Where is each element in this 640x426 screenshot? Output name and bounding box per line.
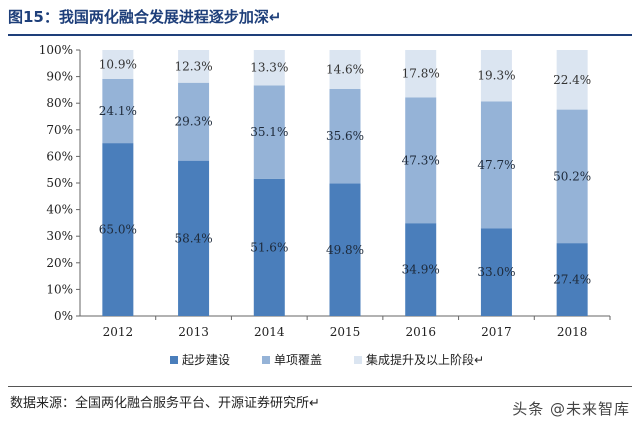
data-label: 12.3% [175,59,213,73]
y-tick-label: 50% [46,176,73,190]
bar-segment-3 [178,50,210,83]
data-label: 14.6% [326,62,364,76]
bar-segment-1 [253,178,285,316]
legend-label-3: 集成提升及以上阶段↵ [366,352,484,367]
chart-title: 图15：我国两化融合发展进程逐步加深↵ [8,8,282,26]
data-label: 35.6% [326,129,364,143]
data-label: 47.7% [477,158,515,172]
x-tick-label: 2017 [481,325,512,339]
bar-segment-2 [480,101,512,229]
x-tick-label: 2013 [178,325,209,339]
x-tick-label: 2015 [330,325,361,339]
data-label: 47.3% [402,153,440,167]
bar-segment-2 [102,78,134,144]
x-tick-label: 2018 [557,325,588,339]
stacked-bar-chart: 0% 10% 20% 30% 40% 50% 60% 70% 80% 90% 100% 65.0% 24… [39,43,611,367]
data-label: 10.9% [99,57,137,71]
data-label: 27.4% [553,273,591,287]
x-tick-label: 2012 [103,325,134,339]
bar-segment-2 [253,85,285,179]
data-label: 22.4% [553,73,591,87]
data-label: 50.2% [553,169,591,183]
legend-swatch-3 [354,356,362,364]
bar-segment-1 [480,228,512,316]
bar-segment-2 [405,97,437,224]
bar-segment-3 [102,50,134,79]
bar-segment-3 [253,50,285,86]
bar-segment-3 [480,50,512,102]
bar-segment-2 [329,88,361,184]
data-label: 49.8% [326,243,364,257]
legend-swatch-2 [262,356,270,364]
data-label: 35.1% [250,125,288,139]
legend-label-2: 单项覆盖 [274,353,322,367]
legend-swatch-1 [170,356,178,364]
data-label: 34.9% [402,263,440,277]
data-label: 17.8% [402,67,440,81]
y-tick-label: 10% [46,282,73,296]
footer-divider [8,386,632,387]
bar-segment-1 [329,183,361,316]
bar-segment-2 [178,82,210,161]
data-label: 29.3% [175,115,213,129]
legend-label-1: 起步建设 [182,353,230,367]
data-source-note: 数据来源：全国两化融合服务平台、开源证券研究所↵ [10,396,320,411]
y-tick-label: 20% [46,256,73,270]
y-tick-label: 0% [54,309,73,323]
data-label: 19.3% [477,69,515,83]
x-tick-label: 2014 [254,325,285,339]
y-tick-label: 70% [46,123,73,137]
data-label: 33.0% [477,265,515,279]
y-tick-label: 100% [39,43,73,57]
y-tick-label: 40% [46,203,73,217]
bar-segment-2 [556,109,588,244]
data-label: 13.3% [250,61,288,75]
bar-segment-3 [405,50,437,98]
data-label: 24.1% [99,104,137,118]
bar-segment-3 [556,50,588,110]
bar-segment-1 [102,143,134,316]
y-tick-label: 80% [46,96,73,110]
x-tick-label: 2016 [405,325,436,339]
watermark: 头条 @未来智库 [512,400,630,418]
bar-segment-1 [178,160,210,316]
data-label: 58.4% [175,231,213,245]
y-tick-label: 60% [46,149,73,163]
y-tick-label: 30% [46,229,73,243]
bar-segment-3 [329,50,361,89]
title-divider [8,34,632,36]
bar-segment-1 [405,223,437,316]
data-label: 65.0% [99,223,137,237]
y-tick-label: 90% [46,70,73,84]
data-label: 51.6% [250,240,288,254]
bar-segment-1 [556,243,588,316]
